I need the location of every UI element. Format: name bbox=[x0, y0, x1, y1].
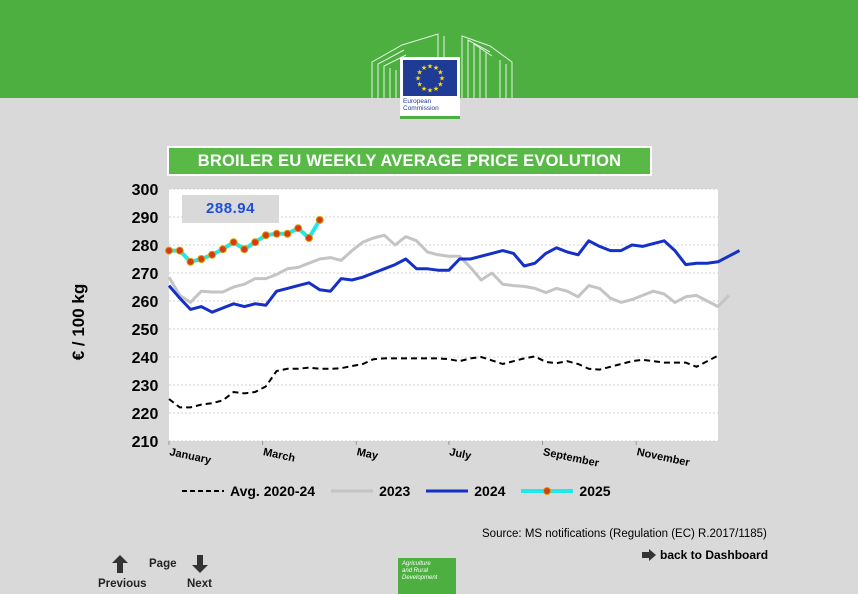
y-tick-label: 220 bbox=[132, 406, 159, 423]
x-tick-label: September bbox=[542, 446, 601, 470]
legend-item-2024: 2024 bbox=[424, 483, 505, 499]
eu-star-icon: ★ bbox=[427, 87, 433, 95]
eu-star-icon: ★ bbox=[415, 75, 421, 83]
eu-star-icon: ★ bbox=[421, 64, 427, 72]
next-button[interactable]: Next bbox=[187, 578, 212, 590]
chart-title: BROILER EU WEEKLY AVERAGE PRICE EVOLUTIO… bbox=[167, 146, 652, 176]
series-point-2025 bbox=[283, 229, 292, 238]
series-point-2025 bbox=[218, 245, 227, 254]
back-to-dashboard-link[interactable]: back to Dashboard bbox=[642, 548, 768, 562]
legend-swatch-2023 bbox=[331, 489, 374, 493]
eu-star-icon: ★ bbox=[433, 85, 439, 93]
y-tick-label: 300 bbox=[132, 182, 159, 199]
eu-star-icon: ★ bbox=[416, 69, 422, 77]
legend-item-2025: 2025 bbox=[519, 483, 611, 499]
eu-star-icon: ★ bbox=[416, 81, 422, 89]
arrow-right-icon bbox=[642, 549, 656, 561]
series-point-2025 bbox=[208, 250, 217, 259]
arrow-down-icon[interactable] bbox=[192, 555, 208, 573]
y-tick-label: 230 bbox=[132, 378, 159, 395]
series-line-2024 bbox=[167, 239, 741, 314]
chart-legend: Avg. 2020-24 2023 2024 2025 bbox=[180, 481, 625, 501]
legend-item-2023: 2023 bbox=[329, 483, 410, 499]
y-tick-label: 290 bbox=[132, 210, 159, 227]
eu-star-icon: ★ bbox=[433, 64, 439, 72]
latest-price-callout: 288.94 bbox=[182, 195, 279, 223]
legend-label-2025: 2025 bbox=[579, 483, 611, 499]
eu-star-icon: ★ bbox=[437, 69, 443, 77]
x-tick-label: July bbox=[448, 446, 473, 462]
series-point-2025 bbox=[315, 215, 324, 224]
logo-text: European Commission bbox=[403, 98, 439, 112]
legend-label-2023: 2023 bbox=[379, 483, 411, 499]
page-label: Page bbox=[149, 558, 177, 570]
arrow-up-icon[interactable] bbox=[112, 555, 128, 573]
source-note: Source: MS notifications (Regulation (EC… bbox=[482, 528, 767, 540]
series-point-2025 bbox=[251, 238, 260, 247]
series-point-2025 bbox=[261, 231, 270, 240]
ec-building-graphic bbox=[371, 33, 513, 98]
y-tick-label: 260 bbox=[132, 294, 159, 311]
series-point-2025 bbox=[229, 238, 238, 247]
legend-swatch-2024 bbox=[426, 489, 469, 493]
eu-star-icon: ★ bbox=[439, 75, 445, 83]
x-tick-label: January bbox=[168, 446, 213, 467]
series-point-2025 bbox=[304, 234, 313, 242]
y-tick-label: 270 bbox=[132, 266, 159, 283]
eu-star-icon: ★ bbox=[427, 63, 433, 71]
x-tick-label: March bbox=[262, 446, 296, 465]
previous-button[interactable]: Previous bbox=[98, 578, 147, 590]
x-tick-label: May bbox=[356, 446, 380, 462]
eu-star-icon: ★ bbox=[421, 85, 427, 93]
dashboard-link-label: back to Dashboard bbox=[660, 548, 769, 562]
legend-label-avg: Avg. 2020-24 bbox=[230, 483, 316, 499]
series-line-2023 bbox=[167, 233, 730, 309]
series-point-2025 bbox=[186, 257, 195, 266]
plot-area bbox=[169, 189, 718, 441]
legend-item-avg: Avg. 2020-24 bbox=[180, 483, 315, 499]
series-point-2025 bbox=[165, 246, 173, 255]
x-tick-label: November bbox=[636, 446, 692, 469]
eu-flag-icon: ★ ★ ★ ★ ★ ★ ★ ★ ★ ★ ★ ★ bbox=[403, 60, 457, 96]
series-point-2025 bbox=[175, 246, 184, 255]
series-line-avg-2020-24 bbox=[168, 354, 719, 409]
y-tick-label: 240 bbox=[132, 350, 159, 367]
series-point-2025 bbox=[294, 224, 303, 233]
y-tick-label: 250 bbox=[132, 322, 159, 339]
legend-label-2024: 2024 bbox=[474, 483, 506, 499]
y-tick-label: 280 bbox=[132, 238, 159, 255]
european-commission-logo: ★ ★ ★ ★ ★ ★ ★ ★ ★ ★ ★ ★ European Commission bbox=[400, 57, 460, 119]
eu-star-icon: ★ bbox=[437, 81, 443, 89]
legend-swatch-avg bbox=[182, 490, 224, 492]
y-tick-label: 210 bbox=[132, 434, 159, 451]
series-point-2025 bbox=[272, 229, 281, 238]
legend-swatch-2025 bbox=[521, 487, 574, 495]
agri-development-badge: Agriculture and Rural Development bbox=[398, 558, 456, 594]
series-point-2025 bbox=[240, 245, 249, 254]
series-point-2025 bbox=[197, 255, 206, 263]
